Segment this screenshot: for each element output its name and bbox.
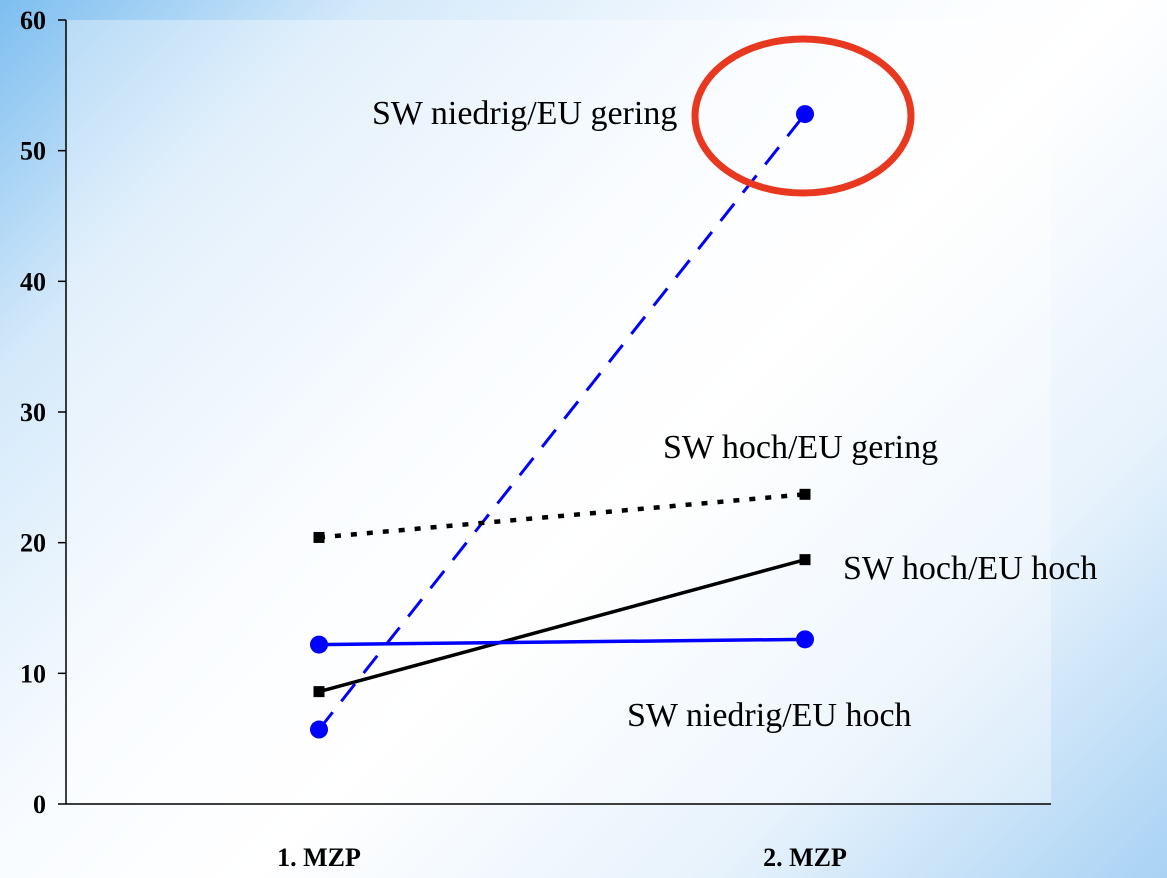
y-tick-label: 60	[20, 6, 46, 35]
x-tick-label: 2. MZP	[763, 843, 847, 872]
series-line	[318, 557, 806, 694]
series-label: SW hoch/EU gering	[663, 429, 938, 466]
y-tick-label: 30	[20, 398, 46, 427]
series-line	[318, 492, 806, 540]
x-ticks: 1. MZP 2. MZP	[277, 843, 847, 872]
y-ticks: 0 10 20 30 40 50 60	[20, 6, 66, 819]
series-line	[317, 113, 807, 731]
data-point	[796, 105, 814, 124]
data-point	[796, 630, 814, 649]
series-label: SW hoch/EU hoch	[843, 550, 1097, 587]
y-tick-label: 20	[20, 529, 46, 558]
data-point	[799, 554, 811, 566]
data-point	[799, 488, 811, 500]
data-point	[310, 720, 328, 739]
y-tick-label: 0	[33, 790, 46, 819]
data-point	[313, 686, 325, 698]
plot-area	[66, 20, 1051, 804]
data-point	[310, 635, 328, 654]
y-tick-label: 10	[20, 659, 46, 688]
y-tick-label: 50	[20, 137, 46, 166]
series-line	[318, 637, 806, 647]
series-label: SW niedrig/EU gering	[372, 95, 677, 132]
y-tick-label: 40	[20, 267, 46, 296]
highlight-ellipse	[691, 35, 915, 197]
highlight-layer	[691, 35, 915, 197]
data-point	[313, 531, 325, 543]
x-tick-label: 1. MZP	[277, 843, 361, 872]
series-label: SW niedrig/EU hoch	[627, 697, 912, 734]
series-labels: SW niedrig/EU gering SW hoch/EU gering SW …	[372, 95, 1097, 734]
series-layer	[310, 105, 814, 739]
